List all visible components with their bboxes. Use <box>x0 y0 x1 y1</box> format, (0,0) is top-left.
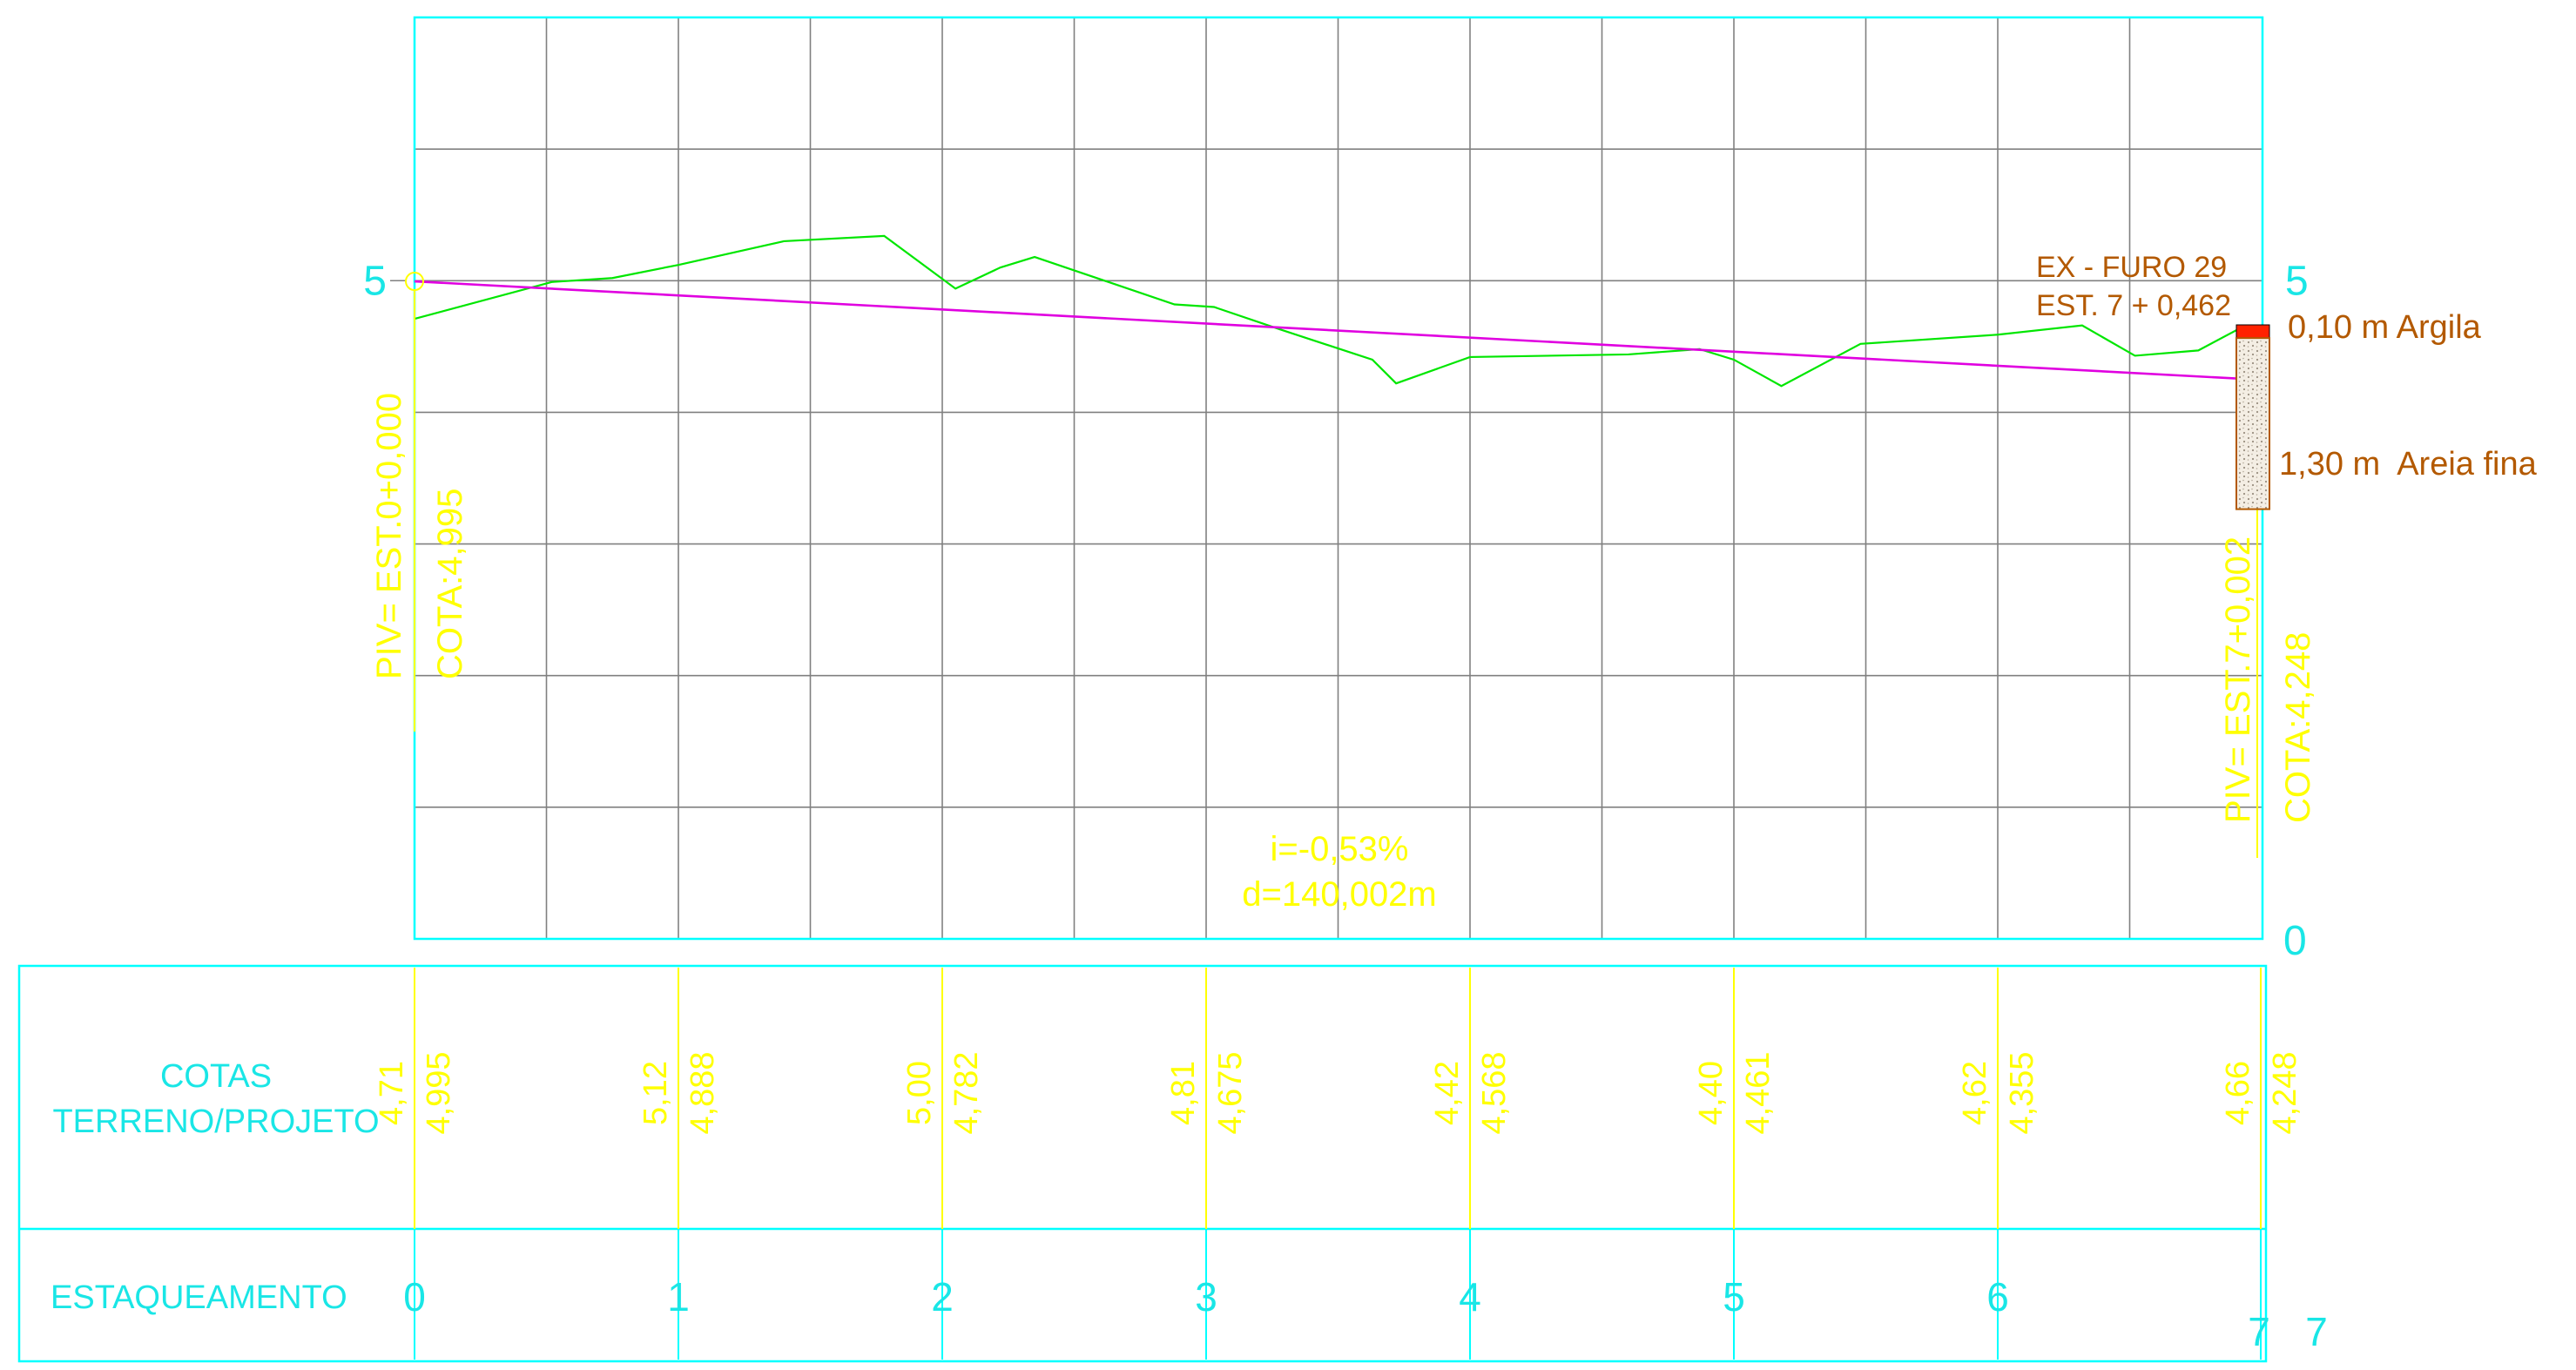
terreno-elevation-7: 4,66 <box>2220 1061 2256 1125</box>
station-columns: 4,71 4,995 0 5,12 4,888 1 5,00 4,782 2 4,81 4,675 3… <box>374 968 2303 1360</box>
projeto-elevation-4: 4,568 <box>1476 1051 1513 1134</box>
stations-table: COTAS TERRENO/PROJETO ESTAQUEAMENTO 4,71… <box>17 964 2328 1363</box>
terreno-elevation-1: 5,12 <box>637 1061 674 1125</box>
slope-i-text: i=-0,53% <box>1271 830 1409 868</box>
projeto-elevation-0: 4,995 <box>421 1051 457 1134</box>
slope-d-text: d=140,002m <box>1242 875 1437 914</box>
borehole-clay-layer <box>2235 324 2270 339</box>
elevation-axis-labels: 5 5 0 <box>363 258 2308 964</box>
borehole-station: EST. 7 + 0,462 <box>2036 289 2231 322</box>
projeto-elevation-5: 4,461 <box>1740 1051 1777 1134</box>
terreno-elevation-6: 4,62 <box>1957 1061 1993 1125</box>
projeto-elevation-2: 4,782 <box>948 1051 985 1134</box>
project-line <box>414 280 2260 381</box>
profile-series <box>405 234 2260 388</box>
station-label-0: 0 <box>403 1274 426 1319</box>
station-label-4: 4 <box>1459 1274 1481 1319</box>
station-label-2: 2 <box>931 1274 954 1319</box>
borehole-layer-clay-label: 0,10 m Argila <box>2288 309 2482 346</box>
terreno-elevation-3: 4,81 <box>1165 1061 1202 1125</box>
station-label-3: 3 <box>1195 1274 1217 1319</box>
projeto-elevation-7: 4,248 <box>2267 1051 2303 1134</box>
slope-annotation: i=-0,53% d=140,002m <box>1242 830 1437 914</box>
piv-right-text: PIV= EST.7+0,002 <box>2219 537 2257 823</box>
piv-left-text: PIV= EST.0+0,000 <box>370 393 408 679</box>
terreno-elevation-0: 4,71 <box>374 1061 410 1125</box>
grid-lines <box>390 17 2262 939</box>
borehole-log: EX - FURO 29 EST. 7 + 0,462 0,10 m Argil… <box>2036 251 2538 510</box>
terreno-elevation-4: 4,42 <box>1429 1061 1466 1125</box>
profile-grid <box>390 16 2264 941</box>
cotas-row-label-line1: COTAS <box>160 1058 272 1095</box>
y-tick-right-5: 5 <box>2285 258 2309 304</box>
cota-left-text: COTA:4,995 <box>431 489 469 679</box>
station-label-6: 6 <box>1986 1274 2009 1319</box>
station-label-extra: 7 <box>2305 1309 2328 1354</box>
borehole-layer-sand-label: 1,30 m Areia fina <box>2279 446 2538 483</box>
cotas-row-label-line2: TERRENO/PROJETO <box>52 1103 379 1140</box>
projeto-elevation-6: 4,355 <box>2004 1051 2040 1134</box>
terrain-line <box>414 234 2239 388</box>
y-tick-left-5: 5 <box>363 258 387 304</box>
station-label-1: 1 <box>667 1274 690 1319</box>
borehole-sand-layer <box>2235 337 2270 510</box>
terreno-elevation-2: 5,00 <box>901 1061 938 1125</box>
cota-right-text: COTA:4,248 <box>2279 632 2317 823</box>
station-label-7: 7 <box>2248 1309 2270 1354</box>
piv-annotations: PIV= EST.0+0,000 COTA:4,995 PIV= EST.7+0… <box>370 290 2317 858</box>
estaqueamento-row-label: ESTAQUEAMENTO <box>51 1279 347 1316</box>
y-tick-right-0: 0 <box>2283 918 2307 964</box>
projeto-elevation-1: 4,888 <box>684 1051 721 1134</box>
table-frame <box>17 964 2268 1363</box>
station-label-5: 5 <box>1723 1274 1745 1319</box>
terreno-elevation-5: 4,40 <box>1693 1061 1730 1125</box>
projeto-elevation-3: 4,675 <box>1212 1051 1249 1134</box>
borehole-title: EX - FURO 29 <box>2036 251 2227 284</box>
